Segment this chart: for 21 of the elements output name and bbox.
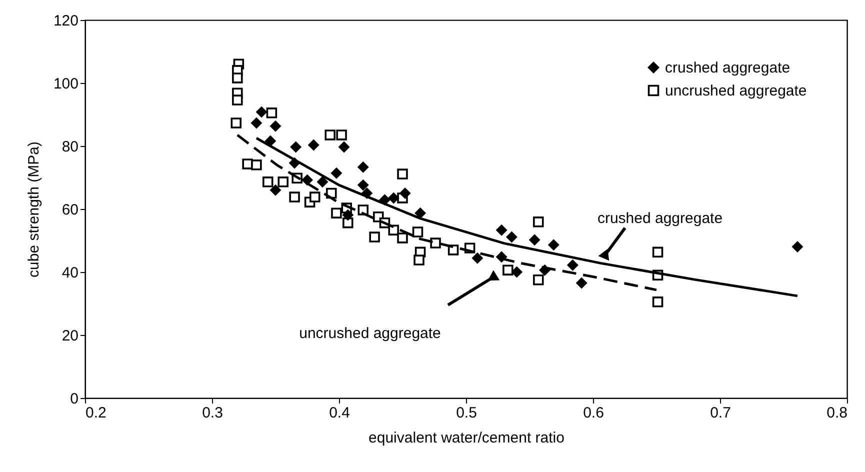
y-axis-title: cube strength (MPa) — [25, 142, 42, 278]
x-tick-label: 0.4 — [329, 404, 350, 422]
x-tick-label: 0.8 — [826, 404, 848, 422]
y-tick-label: 40 — [62, 264, 78, 282]
x-axis-title: equivalent water/cement ratio — [368, 430, 564, 446]
legend-label: crushed aggregate — [665, 60, 790, 76]
annotation: crushed aggregate — [597, 210, 723, 227]
x-tick-label: 0.2 — [86, 404, 106, 422]
y-tick-label: 60 — [62, 202, 78, 218]
legend-label: uncrushed aggregate — [665, 82, 807, 100]
y-tick-label: 120 — [53, 12, 78, 30]
line-series — [255, 136, 799, 298]
x-tick-label: 0.5 — [456, 404, 477, 422]
y-tick-label: 0 — [70, 390, 78, 408]
y-tick-label: 80 — [62, 138, 78, 156]
x-tick-label: 0.3 — [202, 404, 223, 422]
y-tick-label: 20 — [62, 328, 78, 344]
x-tick-label: 0.6 — [583, 404, 604, 422]
annotation: uncrushed aggregate — [299, 325, 441, 342]
x-tick-label: 0.7 — [710, 404, 731, 422]
y-tick-label: 100 — [53, 76, 78, 92]
